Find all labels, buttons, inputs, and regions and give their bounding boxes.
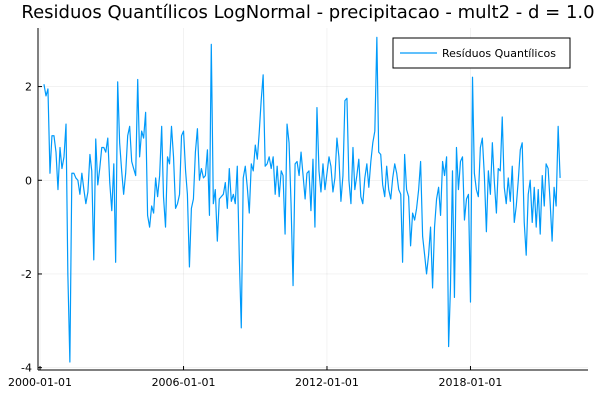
- series-layer: [43, 36, 561, 363]
- series-line: [43, 36, 561, 363]
- axes: [37, 28, 588, 371]
- x-tick-label: 2006-01-01: [152, 376, 216, 389]
- y-tick-label: 0: [25, 174, 32, 187]
- legend: Resíduos Quantílicos: [392, 37, 571, 69]
- chart-title: Residuos Quantílicos LogNormal - precipi…: [21, 2, 594, 23]
- y-tick-label: 2: [25, 81, 32, 94]
- x-tick-label: 2018-01-01: [439, 376, 503, 389]
- tick-labels: -4 -2 0 2 2000-01-01 2006-01-01 2012-01-01 2018…: [8, 81, 502, 389]
- x-tick-label: 2012-01-01: [295, 376, 359, 389]
- y-tick-label: -4: [21, 362, 32, 375]
- y-tick-label: -2: [21, 268, 32, 281]
- x-tick-label: 2000-01-01: [8, 376, 72, 389]
- legend-label: Resíduos Quantílicos: [442, 47, 556, 60]
